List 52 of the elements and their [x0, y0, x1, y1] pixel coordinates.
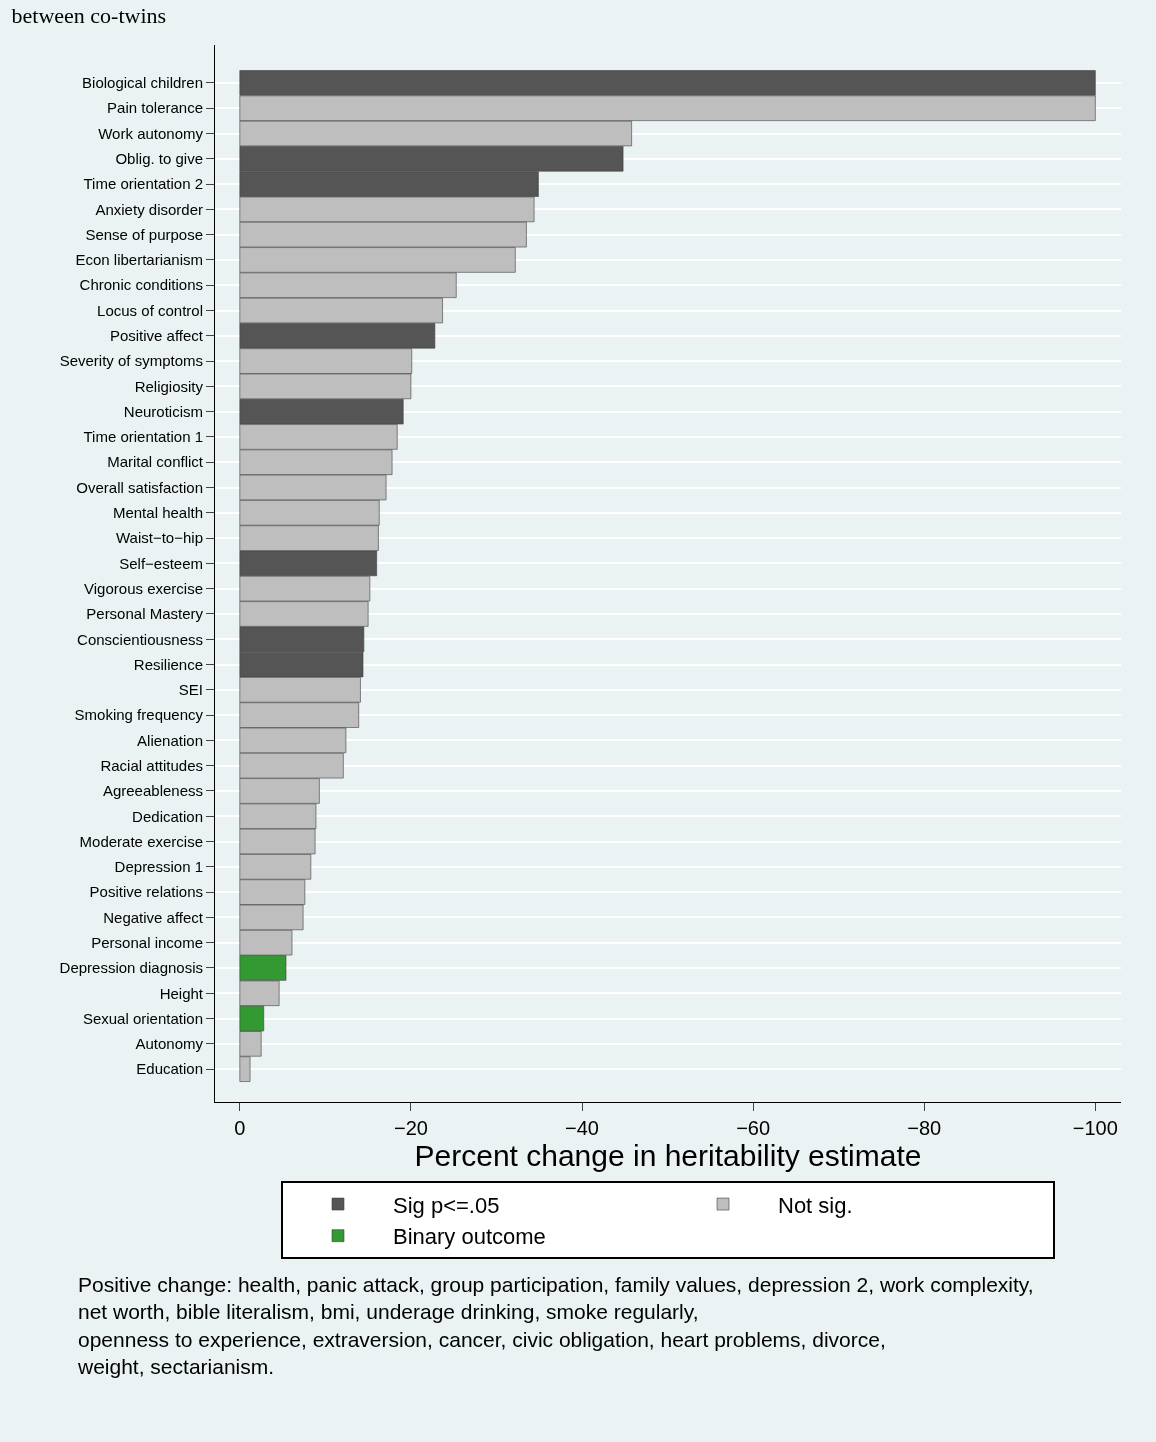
y-tick-label: Pain tolerance: [107, 99, 203, 117]
x-tick-label: −40: [565, 1117, 599, 1139]
y-tick-label: Anxiety disorder: [95, 200, 203, 218]
y-tick-label: Time orientation 2: [83, 175, 203, 193]
legend-label: Sig p<=.05: [393, 1192, 500, 1218]
chart-title: between co-twins: [11, 2, 167, 28]
y-tick-label: Personal Mastery: [86, 605, 204, 623]
y-tick-label: Agreeableness: [102, 782, 203, 800]
y-tick-label: Overall satisfaction: [76, 478, 203, 496]
y-tick-label: Sexual orientation: [82, 1009, 203, 1027]
y-tick-label: Mental health: [112, 504, 203, 522]
y-tick-label: Oblig. to give: [115, 150, 203, 168]
y-tick-label: SEI: [178, 681, 203, 699]
y-tick-label: Marital conflict: [107, 453, 204, 471]
y-tick-label: Neuroticism: [123, 402, 203, 420]
x-tick-label: −80: [907, 1117, 942, 1139]
y-tick-label: Positive affect: [109, 327, 204, 345]
y-tick-label: Personal income: [91, 933, 203, 951]
x-axis-title: Percent change in heritability estimate: [414, 1139, 922, 1172]
y-tick-label: Religiosity: [134, 377, 204, 395]
y-tick-label: Conscientiousness: [77, 630, 203, 648]
x-tick-label: −60: [736, 1117, 771, 1139]
y-tick-label: Waist−to−hip: [116, 529, 203, 547]
y-tick-label: Chronic conditions: [79, 276, 203, 294]
x-tick-label: 0: [234, 1117, 246, 1139]
legend-label: Binary outcome: [393, 1224, 546, 1250]
y-tick-label: Econ libertarianism: [75, 251, 203, 269]
legend-label: Not sig.: [778, 1192, 853, 1218]
y-tick-label: Self−esteem: [119, 554, 203, 572]
y-tick-label: Height: [159, 984, 204, 1002]
y-tick-label: Smoking frequency: [74, 706, 204, 724]
y-tick-label: Alienation: [137, 731, 203, 749]
text: Positive change: health, panic attack, group participation, family values, depression 2, work complexity, net worth, bible literalism, bmi, underage drinking, smoke regularly, openness to experience, extraversion, cancer, civic obligation, heart problems, divorce, weight, sectarianism.: [77, 1273, 1034, 1378]
y-tick-label: Locus of control: [97, 301, 203, 319]
y-tick-label: Education: [136, 1060, 203, 1078]
y-tick-label: Moderate exercise: [79, 832, 203, 850]
x-tick-label: −100: [1072, 1117, 1118, 1139]
y-tick-label: Severity of symptoms: [59, 352, 203, 370]
y-tick-label: Biological children: [82, 74, 203, 92]
y-tick-label: Depression diagnosis: [59, 959, 203, 977]
y-tick-label: Resilience: [133, 655, 203, 673]
y-tick-label: Racial attitudes: [100, 756, 203, 774]
y-tick-label: Time orientation 1: [83, 428, 203, 446]
y-tick-label: Dedication: [132, 807, 203, 825]
y-tick-label: Autonomy: [135, 1035, 204, 1053]
y-tick-label: Negative affect: [103, 908, 204, 926]
y-tick-label: Depression 1: [114, 858, 203, 876]
y-tick-label: Vigorous exercise: [84, 579, 203, 597]
x-tick-label: −20: [393, 1117, 428, 1139]
y-tick-label: Sense of purpose: [85, 225, 203, 243]
y-tick-label: Work autonomy: [98, 124, 204, 142]
y-tick-label: Positive relations: [89, 883, 203, 901]
